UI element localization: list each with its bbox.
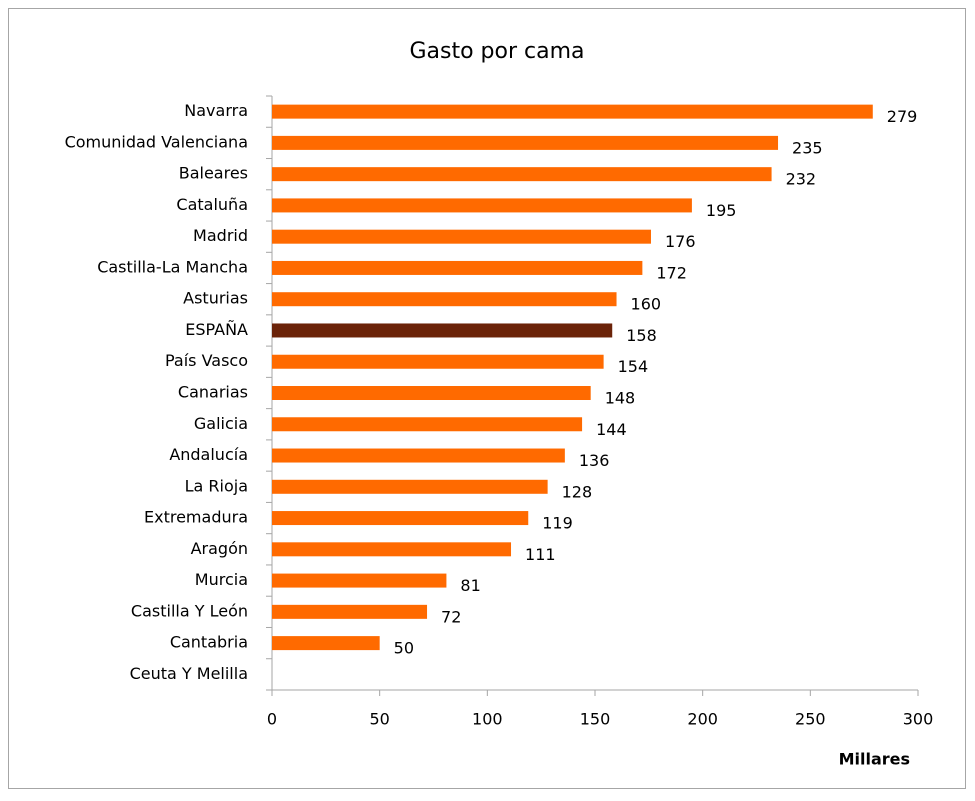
x-tick-label: 100 [472, 710, 503, 729]
data-label: 279 [887, 107, 918, 126]
bar [272, 417, 583, 432]
data-label: 119 [542, 514, 573, 533]
bar [272, 511, 529, 526]
data-label: 160 [631, 295, 662, 314]
bar [272, 260, 643, 275]
y-tick-label: Andalucía [169, 445, 248, 464]
data-label: 172 [656, 263, 687, 282]
data-label: 81 [460, 576, 480, 595]
y-tick-label: La Rioja [185, 476, 248, 495]
y-tick-label: Madrid [193, 226, 248, 245]
y-tick-label: Aragón [191, 539, 248, 558]
data-label: 72 [441, 607, 461, 626]
data-label: 158 [626, 326, 657, 345]
data-label: 195 [706, 201, 737, 220]
y-tick-label: Navarra [184, 101, 248, 120]
y-tick-label: Extremadura [144, 508, 248, 527]
chart-title: Gasto por cama [409, 39, 584, 64]
data-label: 136 [579, 451, 610, 470]
y-tick-label: Galicia [194, 414, 248, 433]
bar [272, 542, 512, 557]
data-label: 176 [665, 232, 696, 251]
y-tick-label: Baleares [179, 164, 248, 183]
bar [272, 354, 604, 369]
y-tick-label: Cantabria [170, 633, 248, 652]
y-tick-label: Cataluña [176, 195, 248, 214]
y-tick-label: Comunidad Valenciana [65, 132, 248, 151]
x-tick-label: 0 [267, 710, 277, 729]
bar [272, 229, 651, 244]
bar [272, 479, 548, 494]
data-label: 232 [786, 170, 817, 189]
bar [272, 104, 873, 119]
y-tick-label: ESPAÑA [185, 320, 248, 339]
bar [272, 386, 591, 400]
x-tick-label: 50 [369, 710, 389, 729]
x-tick-label: 250 [795, 710, 826, 729]
data-label: 128 [562, 482, 593, 501]
y-tick-label: Asturias [183, 289, 248, 308]
x-tick-label: 200 [687, 710, 718, 729]
bar [272, 198, 692, 213]
y-tick-label: Castilla Y León [131, 601, 248, 620]
y-tick-label: Ceuta Y Melilla [130, 664, 248, 683]
data-label: 154 [618, 357, 649, 376]
bar [272, 135, 779, 150]
data-label: 111 [525, 545, 556, 564]
y-tick-label: Castilla-La Mancha [97, 257, 248, 276]
bar [272, 448, 565, 463]
bar [272, 167, 772, 182]
data-label: 235 [792, 138, 823, 157]
bar [272, 604, 428, 619]
x-axis-label: Millares [839, 750, 910, 769]
y-tick-label: Murcia [195, 570, 248, 589]
bar [272, 573, 447, 588]
y-tick-label: País Vasco [165, 351, 248, 370]
bar [272, 323, 613, 338]
data-label: 148 [605, 389, 636, 408]
bar [272, 292, 617, 307]
x-tick-label: 300 [903, 710, 934, 729]
data-label: 144 [596, 420, 627, 439]
bar [272, 636, 380, 651]
data-label: 50 [394, 639, 414, 658]
y-tick-label: Canarias [178, 383, 248, 402]
x-tick-label: 150 [580, 710, 611, 729]
